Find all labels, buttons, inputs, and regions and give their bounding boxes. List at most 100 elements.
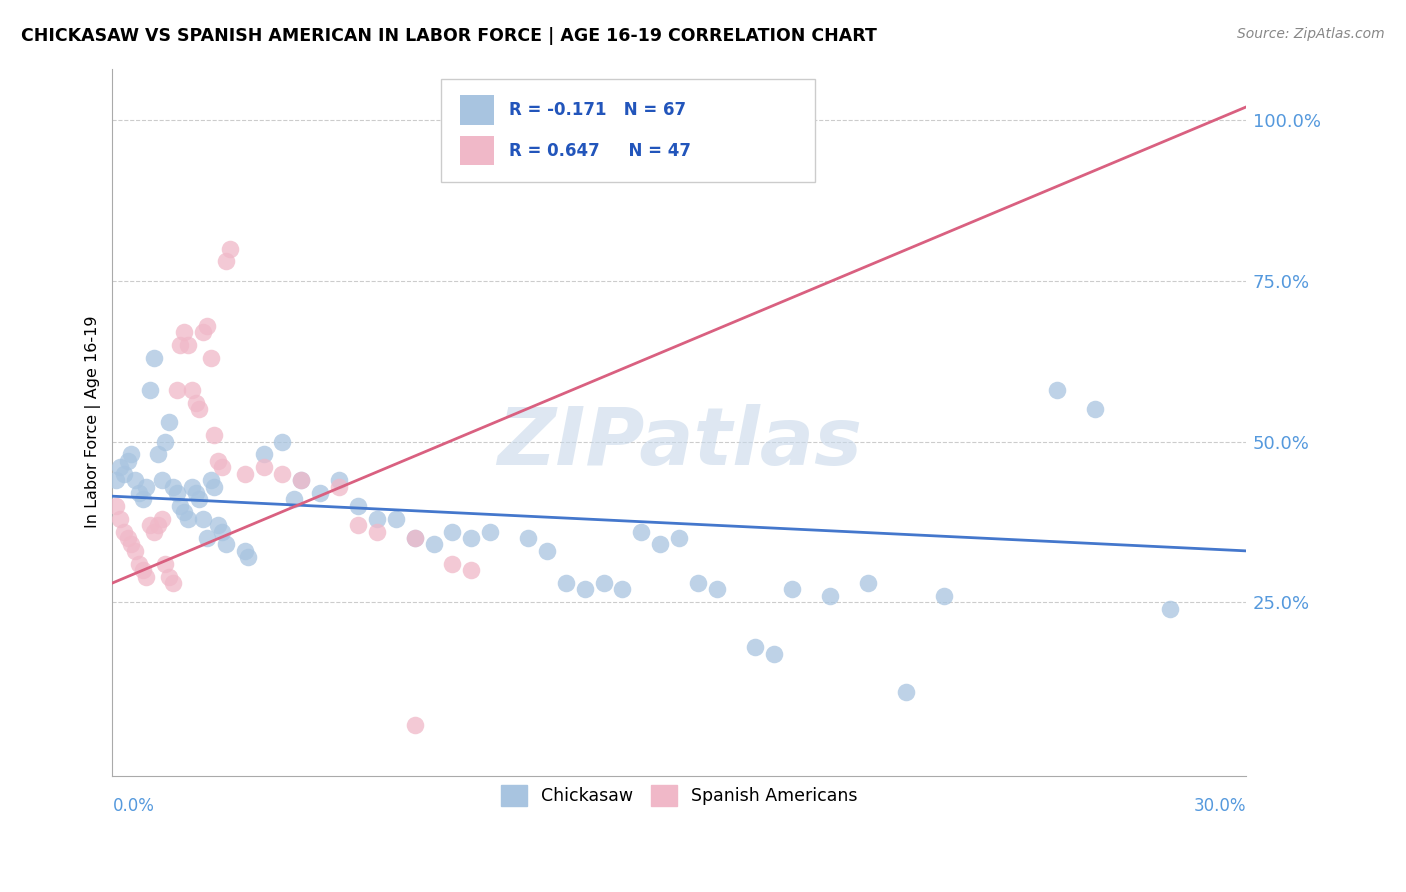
- Point: [202, 428, 225, 442]
- Point: [524, 132, 547, 146]
- Bar: [460, 95, 495, 125]
- Point: [131, 563, 153, 577]
- Point: [686, 576, 709, 591]
- Point: [650, 537, 672, 551]
- Point: [173, 325, 195, 339]
- Text: Source: ZipAtlas.com: Source: ZipAtlas.com: [1237, 27, 1385, 41]
- Point: [271, 467, 294, 481]
- Point: [554, 576, 576, 591]
- Text: 30.0%: 30.0%: [1194, 797, 1246, 815]
- Point: [215, 254, 238, 268]
- Point: [290, 473, 312, 487]
- Point: [112, 524, 135, 539]
- Point: [441, 524, 464, 539]
- Point: [211, 460, 233, 475]
- Point: [200, 351, 222, 365]
- Point: [124, 544, 146, 558]
- Point: [166, 383, 188, 397]
- Point: [162, 576, 184, 591]
- Point: [200, 473, 222, 487]
- Point: [155, 557, 177, 571]
- Point: [422, 537, 444, 551]
- Point: [207, 518, 229, 533]
- Point: [150, 512, 173, 526]
- Point: [404, 531, 426, 545]
- Point: [120, 537, 142, 551]
- Point: [108, 460, 131, 475]
- Text: R = 0.647     N = 47: R = 0.647 N = 47: [509, 142, 692, 160]
- Point: [117, 531, 139, 545]
- Point: [1046, 383, 1069, 397]
- Text: CHICKASAW VS SPANISH AMERICAN IN LABOR FORCE | AGE 16-19 CORRELATION CHART: CHICKASAW VS SPANISH AMERICAN IN LABOR F…: [21, 27, 877, 45]
- Point: [180, 383, 202, 397]
- Point: [479, 524, 502, 539]
- Text: 0.0%: 0.0%: [112, 797, 155, 815]
- Point: [1084, 402, 1107, 417]
- Point: [146, 447, 169, 461]
- Point: [150, 473, 173, 487]
- Point: [202, 479, 225, 493]
- Point: [188, 492, 211, 507]
- Point: [932, 589, 955, 603]
- Point: [309, 486, 332, 500]
- Text: ZIPatlas: ZIPatlas: [496, 404, 862, 483]
- Point: [630, 524, 652, 539]
- Point: [592, 576, 614, 591]
- Point: [191, 325, 214, 339]
- Point: [143, 524, 166, 539]
- Point: [162, 479, 184, 493]
- Point: [347, 518, 370, 533]
- Point: [120, 447, 142, 461]
- Point: [441, 557, 464, 571]
- Point: [517, 531, 540, 545]
- Point: [195, 531, 218, 545]
- Point: [173, 505, 195, 519]
- Point: [139, 518, 162, 533]
- Point: [128, 557, 150, 571]
- Point: [188, 402, 211, 417]
- Point: [146, 518, 169, 533]
- Point: [218, 242, 240, 256]
- Point: [366, 512, 388, 526]
- Point: [105, 499, 128, 513]
- Y-axis label: In Labor Force | Age 16-19: In Labor Force | Age 16-19: [86, 316, 101, 528]
- Point: [744, 640, 766, 655]
- Text: R = -0.171   N = 67: R = -0.171 N = 67: [509, 102, 686, 120]
- Point: [706, 582, 728, 597]
- Point: [460, 531, 482, 545]
- Point: [215, 537, 238, 551]
- Point: [233, 544, 256, 558]
- Point: [404, 717, 426, 731]
- Point: [169, 499, 191, 513]
- Point: [347, 499, 370, 513]
- Point: [128, 486, 150, 500]
- Point: [155, 434, 177, 449]
- Point: [668, 531, 690, 545]
- Point: [191, 512, 214, 526]
- Bar: [460, 136, 495, 165]
- Point: [252, 460, 274, 475]
- Point: [157, 415, 180, 429]
- Point: [177, 512, 200, 526]
- Point: [290, 473, 312, 487]
- Point: [782, 582, 804, 597]
- Point: [135, 479, 157, 493]
- Point: [283, 492, 305, 507]
- Point: [180, 479, 202, 493]
- Point: [207, 454, 229, 468]
- Point: [184, 486, 207, 500]
- Point: [818, 589, 841, 603]
- Point: [384, 512, 406, 526]
- Point: [139, 383, 162, 397]
- Point: [762, 647, 785, 661]
- Point: [166, 486, 188, 500]
- Point: [366, 524, 388, 539]
- Point: [517, 132, 540, 146]
- Point: [574, 582, 596, 597]
- Point: [460, 563, 482, 577]
- Point: [233, 467, 256, 481]
- Point: [238, 550, 260, 565]
- Point: [856, 576, 879, 591]
- Point: [536, 544, 558, 558]
- Point: [328, 479, 350, 493]
